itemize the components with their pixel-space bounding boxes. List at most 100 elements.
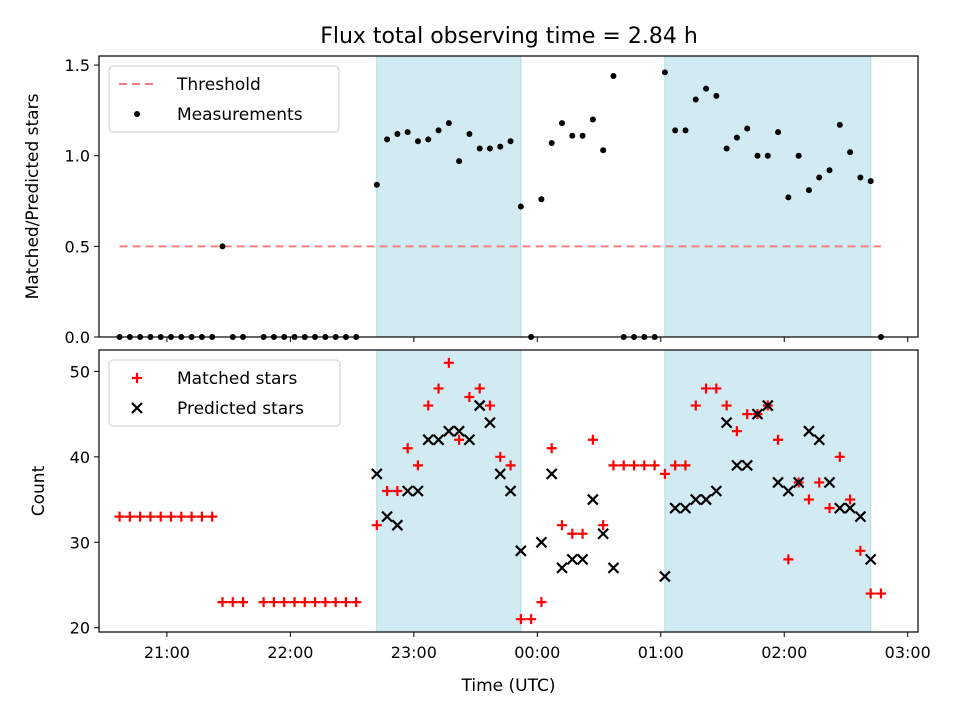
measurement-point	[795, 152, 802, 159]
x-tick-label: 01:00	[638, 643, 684, 662]
matched-star-marker	[587, 434, 598, 445]
matched-star-marker	[557, 520, 568, 531]
predicted-star-marker	[710, 485, 723, 497]
y-tick-label: 30	[70, 533, 90, 552]
matched-star-marker	[351, 597, 362, 608]
predicted-star-marker	[371, 468, 383, 480]
legend-label: Measurements	[177, 105, 303, 125]
predicted-star-marker	[566, 553, 579, 566]
legend-box	[108, 65, 340, 133]
measurement-point	[816, 174, 823, 181]
predicted-star-marker	[834, 502, 846, 514]
predicted-star-marker	[689, 493, 702, 506]
matched-star-marker	[742, 409, 753, 420]
legend-label: Matched stars	[177, 369, 297, 389]
measurement-point	[425, 136, 432, 143]
matched-star-marker	[443, 357, 454, 368]
predicted-star-marker	[535, 536, 548, 549]
predicted-star-marker	[412, 485, 424, 497]
matched-star-marker	[639, 460, 650, 471]
matched-star-marker	[845, 494, 856, 505]
matched-star-marker	[824, 503, 835, 514]
matched-star-marker	[598, 520, 609, 531]
predicted-star-marker	[391, 519, 404, 531]
matched-star-marker	[803, 494, 814, 505]
matched-star-marker	[577, 528, 588, 539]
predicted-star-marker	[762, 399, 774, 412]
measurement-point	[733, 134, 740, 141]
y-axis-label: Matched/Predicted stars	[23, 93, 43, 299]
matched-star-marker	[289, 597, 300, 608]
legend: Matched stars Predicted stars	[108, 359, 341, 427]
measurement-point	[384, 136, 391, 143]
matched-star-marker	[701, 383, 712, 394]
matched-star-marker	[464, 392, 475, 402]
predicted-star-marker	[381, 510, 393, 523]
legend-label: Predicted stars	[177, 399, 304, 419]
matched-star-marker	[855, 545, 866, 556]
predicted-star-marker	[731, 459, 743, 472]
predicted-star-marker	[494, 468, 507, 480]
legend-box	[108, 359, 341, 427]
matched-star-marker	[711, 383, 722, 394]
x-tick-label: 22:00	[267, 643, 313, 662]
predicted-star-marker	[484, 416, 496, 429]
matched-star-marker	[155, 511, 166, 522]
plot-frame	[98, 55, 919, 338]
measurement-point	[559, 120, 566, 127]
measurement-point	[373, 181, 380, 188]
predicted-star-marker	[515, 545, 527, 557]
y-tick-label: 50	[70, 362, 90, 381]
predicted-star-marker	[741, 459, 753, 472]
predicted-star-marker	[432, 433, 445, 446]
measurement-point	[836, 121, 843, 128]
matched-star-marker	[690, 400, 701, 411]
measurement-point	[661, 69, 668, 76]
matched-star-marker	[659, 468, 670, 479]
measurement-point	[826, 167, 833, 174]
plot-frame	[98, 349, 919, 633]
matched-star-marker	[515, 614, 526, 625]
measurement-point	[486, 145, 493, 152]
matched-star-marker	[629, 460, 640, 471]
measurement-point	[744, 125, 751, 132]
predicted-star-marker	[844, 502, 856, 514]
matched-star-marker	[227, 597, 238, 608]
predicted-star-marker	[792, 476, 805, 489]
legend-label: Threshold	[176, 75, 261, 95]
measurement-point	[682, 127, 689, 134]
predicted-star-marker	[813, 433, 826, 446]
matched-star-marker	[484, 400, 495, 411]
predicted-star-marker	[556, 562, 568, 574]
legend-matched-swatch	[132, 373, 142, 383]
predicted-star-marker	[545, 468, 558, 480]
matched-star-marker	[207, 511, 218, 522]
matched-star-marker	[649, 460, 660, 471]
predicted-star-marker	[864, 553, 877, 566]
measurement-point	[723, 145, 730, 152]
matched-star-marker	[145, 511, 156, 522]
predicted-star-marker	[679, 502, 692, 514]
predicted-star-marker	[607, 562, 620, 574]
predicted-star-marker	[772, 476, 784, 489]
matched-star-marker	[670, 460, 681, 471]
predicted-star-marker	[576, 553, 589, 566]
measurement-point	[569, 132, 576, 139]
matched-star-marker	[135, 511, 146, 522]
matched-star-marker	[238, 597, 249, 608]
measurement-point	[219, 243, 226, 250]
matched-star-marker	[536, 597, 547, 608]
measurement-point	[703, 85, 710, 92]
matched-star-marker	[114, 511, 125, 522]
matched-star-marker	[495, 451, 506, 462]
measurement-point	[394, 130, 401, 137]
matched-star-marker	[412, 460, 423, 471]
matched-star-marker	[474, 383, 485, 394]
matched-star-marker	[454, 434, 465, 445]
matched-star-marker	[217, 597, 228, 608]
matched-star-marker	[340, 597, 351, 608]
matched-star-marker	[875, 588, 886, 599]
measurement-point	[466, 130, 473, 137]
measurement-point	[476, 145, 483, 152]
matched-star-marker	[402, 443, 413, 454]
